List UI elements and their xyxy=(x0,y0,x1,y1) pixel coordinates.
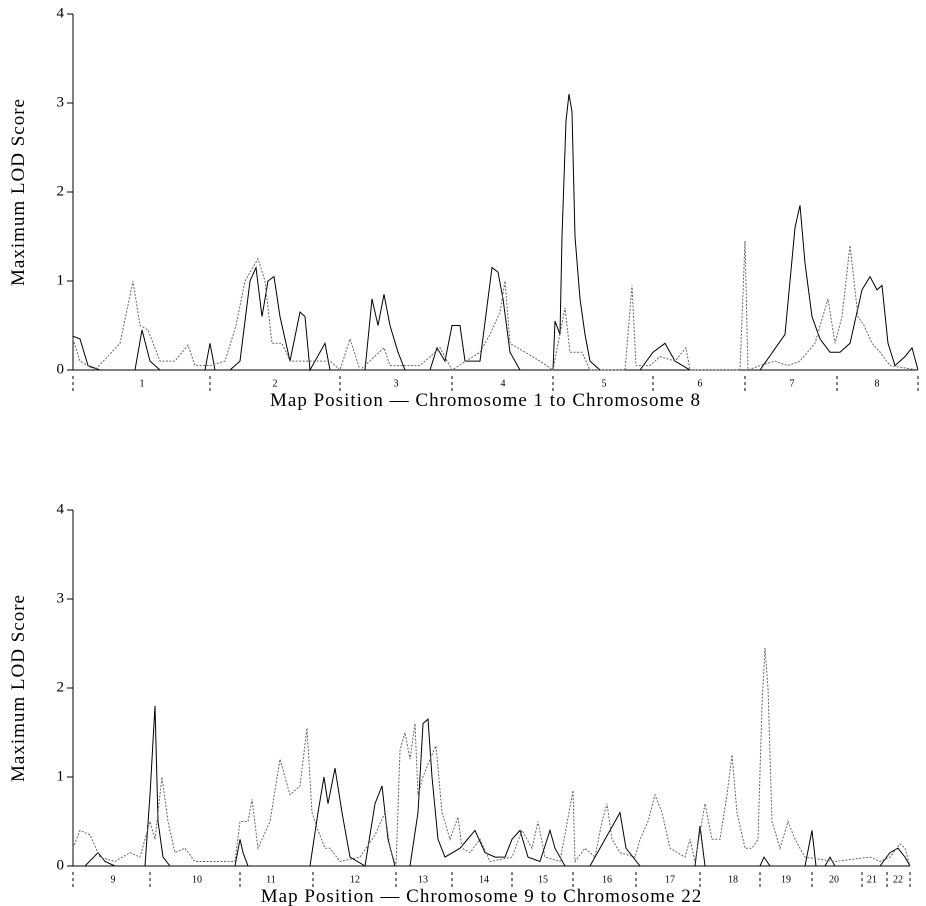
y-tick-label: 2 xyxy=(57,679,65,695)
x-tick-label: 2 xyxy=(273,378,278,389)
x-tick-label: 17 xyxy=(665,874,675,885)
x-tick-label: 7 xyxy=(790,378,795,389)
x-tick-label: 6 xyxy=(698,378,703,389)
x-tick-label: 10 xyxy=(192,874,202,885)
y-tick-label: 4 xyxy=(57,5,65,21)
lod-line xyxy=(72,240,919,371)
x-tick-label: 22 xyxy=(893,874,903,885)
y-tick-label: 1 xyxy=(57,272,65,288)
panel: 0 1 2 3 4 1 2 3 4 5 6 7 8 Maximum LOD Score Map Positi… xyxy=(8,5,919,411)
x-axis-label: Map Position — Chromosome 1 to Chromosom… xyxy=(270,390,701,411)
lod-line xyxy=(72,94,919,372)
x-tick-label: 13 xyxy=(418,874,428,885)
lod-line xyxy=(73,705,911,867)
x-tick-label: 14 xyxy=(479,874,489,885)
x-tick-label: 20 xyxy=(829,874,839,885)
y-axis-label: Maximum LOD Score xyxy=(8,98,29,286)
x-tick-label: 19 xyxy=(781,874,791,885)
y-axis-label: Maximum LOD Score xyxy=(8,594,29,782)
y-tick-label: 3 xyxy=(57,94,65,110)
x-axis-label: Map Position — Chromosome 9 to Chromosom… xyxy=(261,886,702,906)
x-tick-label: 8 xyxy=(875,378,880,389)
y-tick-label: 0 xyxy=(57,857,65,873)
y-tick-label: 4 xyxy=(57,501,65,517)
x-tick-label: 15 xyxy=(538,874,548,885)
x-tick-label: 1 xyxy=(140,378,145,389)
x-tick-label: 5 xyxy=(602,378,607,389)
y-tick-label: 2 xyxy=(57,183,65,199)
x-tick-label: 4 xyxy=(501,378,506,389)
y-tick-label: 0 xyxy=(57,361,65,377)
y-tick-label: 3 xyxy=(57,590,65,606)
x-tick-label: 18 xyxy=(728,874,738,885)
x-tick-label: 12 xyxy=(350,874,360,885)
y-tick-label: 1 xyxy=(57,768,65,784)
x-tick-label: 16 xyxy=(602,874,612,885)
x-tick-label: 9 xyxy=(111,874,116,885)
x-tick-label: 11 xyxy=(266,874,276,885)
lod-line xyxy=(72,647,911,867)
x-tick-label: 3 xyxy=(394,378,399,389)
x-tick-label: 21 xyxy=(867,874,877,885)
